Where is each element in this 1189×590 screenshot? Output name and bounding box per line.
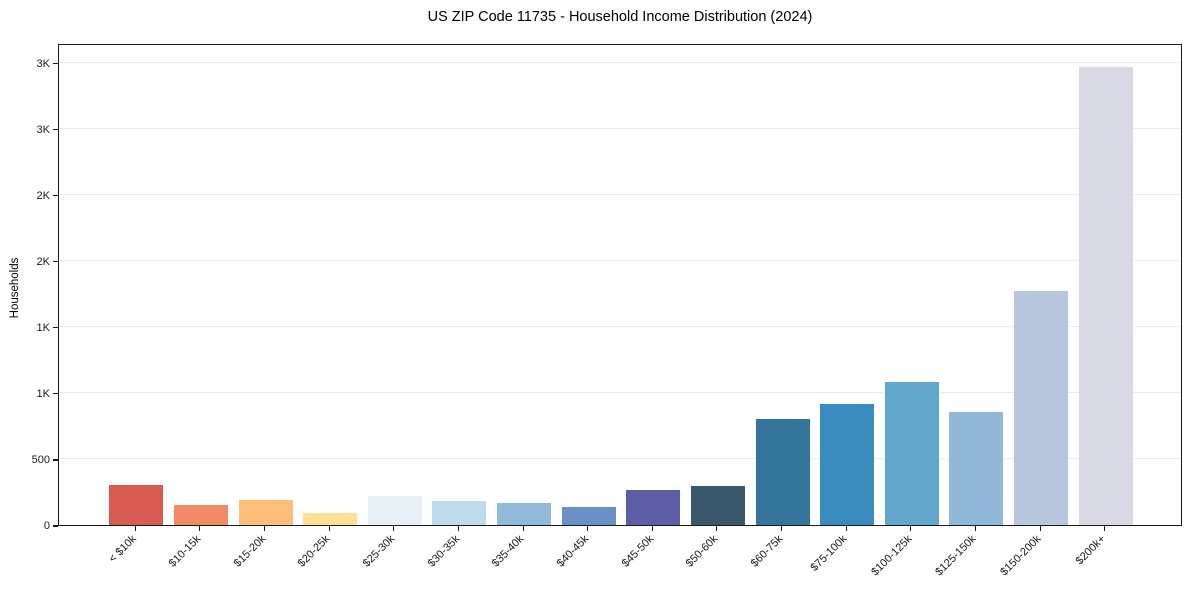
bar: [1014, 290, 1069, 525]
y-tick-label: 0: [43, 520, 50, 532]
y-tick-label: 2K: [36, 189, 50, 202]
y-tick-mark: [53, 459, 58, 461]
y-tick-mark: [53, 129, 58, 131]
x-tick-mark: [716, 526, 718, 531]
bar: [497, 503, 552, 525]
bar: [109, 484, 164, 525]
y-tick-label: 1K: [36, 387, 50, 400]
x-tick-mark: [910, 526, 912, 531]
x-tick-mark: [1104, 526, 1106, 531]
bar: [303, 512, 358, 525]
x-tick-label: $20-25k: [296, 533, 333, 570]
x-tick-mark: [974, 526, 976, 531]
x-tick-label: $15-20k: [231, 533, 269, 570]
x-tick-label: < $10k: [106, 533, 139, 566]
gridline: [59, 127, 1181, 129]
y-tick-mark: [53, 261, 58, 263]
x-tick-label: $60-75k: [748, 533, 786, 570]
x-tick-mark: [393, 526, 395, 531]
x-tick-label: $75-100k: [808, 533, 850, 574]
y-tick-label: 500: [31, 454, 50, 466]
x-tick-label: $100-125k: [869, 533, 915, 579]
x-tick-mark: [522, 526, 524, 531]
gridline: [59, 193, 1181, 195]
y-tick-mark: [53, 195, 58, 197]
gridline: [59, 458, 1181, 459]
plot-area: [58, 44, 1182, 526]
bar: [367, 495, 422, 525]
bar: [173, 505, 228, 525]
x-tick-mark: [587, 526, 589, 531]
x-tick-label: $25-30k: [360, 533, 398, 570]
x-tick-label: $50-60k: [683, 533, 721, 570]
x-tick-label: $200k+: [1073, 533, 1109, 568]
x-tick-label: $45-50k: [619, 533, 656, 570]
bar: [238, 499, 293, 525]
x-tick-mark: [845, 526, 847, 531]
x-tick-mark: [199, 526, 201, 531]
gridline: [59, 391, 1181, 393]
gridline: [59, 259, 1181, 261]
x-tick-label: $125-150k: [933, 533, 979, 579]
bar: [755, 418, 810, 525]
x-tick-label: $30-35k: [425, 533, 462, 570]
x-tick-label: $35-40k: [489, 533, 527, 570]
y-tick-label: 3K: [36, 57, 50, 70]
bar: [949, 412, 1004, 525]
x-tick-label: $150-200k: [998, 533, 1044, 579]
x-tick-mark: [328, 526, 330, 531]
x-tick-mark: [651, 526, 653, 531]
bar: [884, 382, 939, 525]
y-tick-mark: [53, 63, 58, 65]
bar: [690, 486, 745, 525]
gridline: [59, 325, 1181, 327]
x-tick-mark: [781, 526, 783, 531]
x-tick-label: $10-15k: [166, 533, 204, 570]
y-tick-label: 3K: [36, 123, 50, 136]
x-tick-mark: [1039, 526, 1041, 531]
bar: [626, 490, 681, 525]
y-tick-mark: [53, 525, 58, 527]
x-tick-label: $40-45k: [554, 533, 592, 570]
gridline: [59, 61, 1181, 63]
x-tick-mark: [264, 526, 266, 531]
bar: [561, 506, 616, 525]
y-tick-mark: [53, 393, 58, 395]
y-tick-label: 1K: [36, 321, 50, 334]
x-tick-mark: [457, 526, 459, 531]
bar: [1078, 66, 1133, 525]
bar: [820, 403, 875, 525]
x-tick-mark: [134, 526, 136, 531]
y-tick-mark: [53, 327, 58, 329]
y-tick-label: 2K: [36, 255, 50, 268]
bar: [432, 500, 487, 525]
chart-title: US ZIP Code 11735 - Household Income Dis…: [427, 9, 813, 25]
